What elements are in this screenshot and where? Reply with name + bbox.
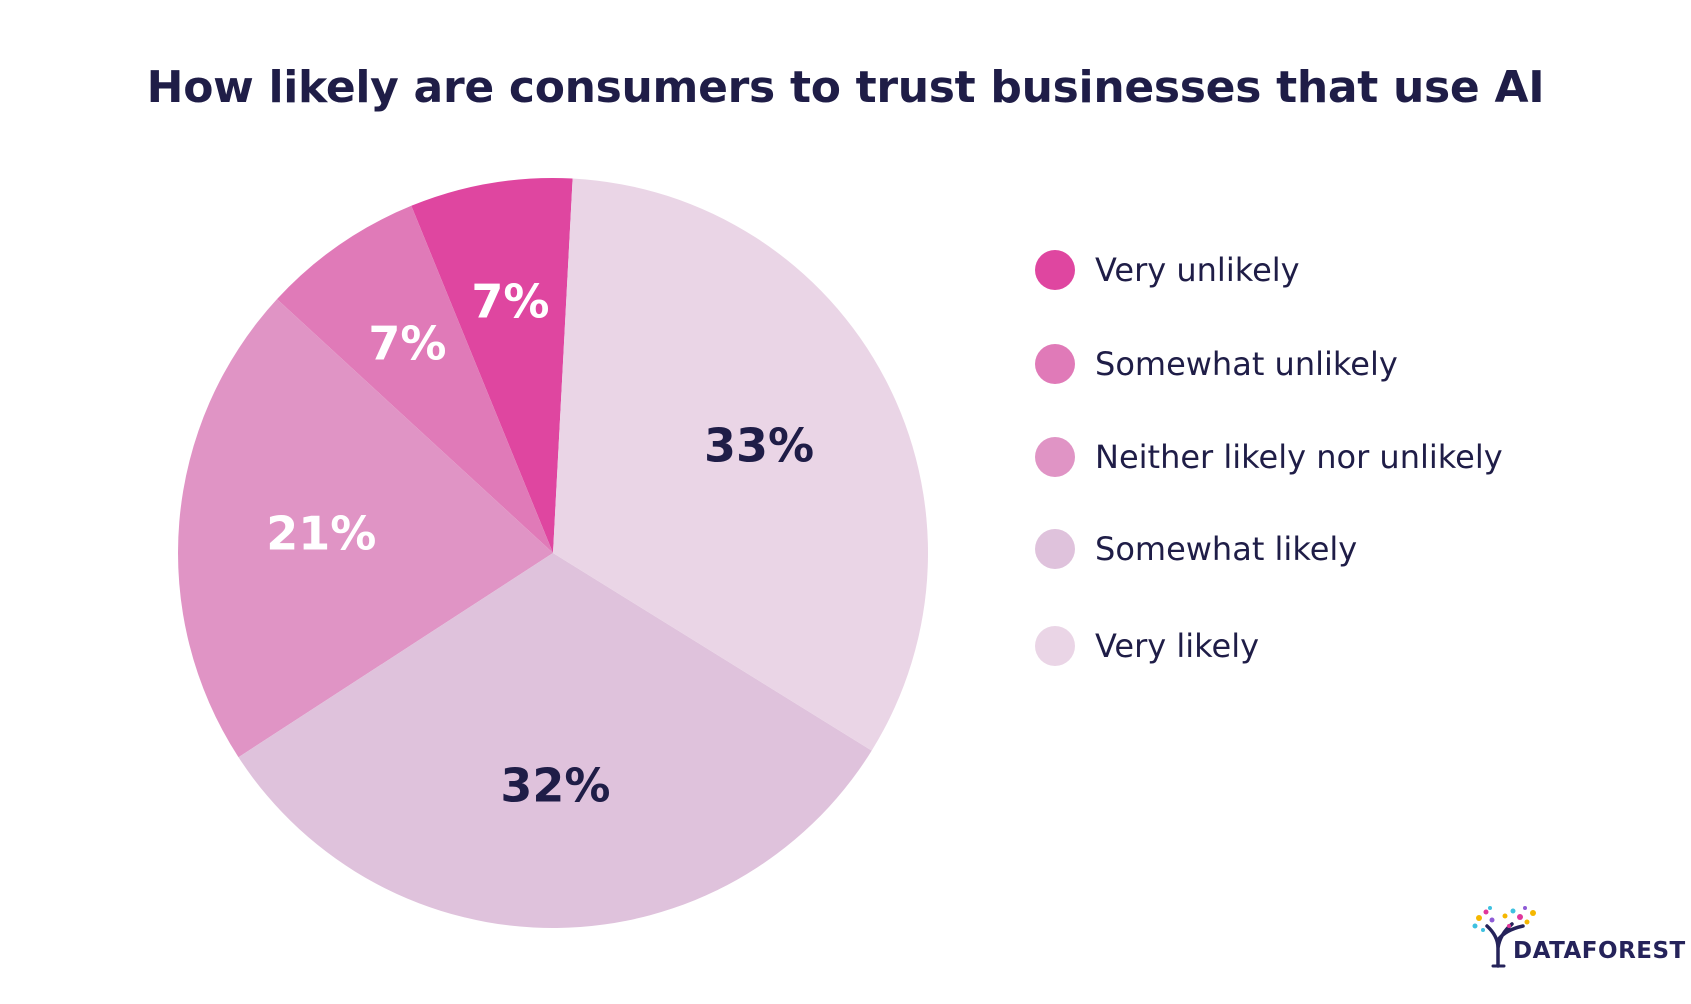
tree-logo-icon xyxy=(1472,906,1536,968)
legend-swatch xyxy=(1035,250,1075,290)
legend-label: Very unlikely xyxy=(1095,251,1300,289)
pie-slice-very-unlikely xyxy=(411,178,573,553)
legend-label: Somewhat likely xyxy=(1095,530,1358,568)
legend-item-very-likely: Very likely xyxy=(1035,626,1259,666)
legend-label: Somewhat unlikely xyxy=(1095,345,1398,383)
legend-item-neither: Neither likely nor unlikely xyxy=(1035,437,1503,477)
legend-item-very-unlikely: Very unlikely xyxy=(1035,250,1300,290)
dataforest-logo: DATAFOREST xyxy=(1465,900,1685,970)
logo-text: DATAFOREST xyxy=(1513,938,1686,964)
slice-label-somewhat-unlikely: 7% xyxy=(368,317,446,371)
chart-title: How likely are consumers to trust busine… xyxy=(146,62,1545,113)
slice-label-very-likely: 33% xyxy=(704,418,814,472)
pie-slice-somewhat-unlikely xyxy=(276,205,553,554)
legend-item-somewhat-unlikely: Somewhat unlikely xyxy=(1035,344,1398,384)
legend-item-somewhat-likely: Somewhat likely xyxy=(1035,529,1357,569)
legend-label: Neither likely nor unlikely xyxy=(1095,438,1503,476)
legend-swatch xyxy=(1035,344,1075,384)
slice-label-neither: 21% xyxy=(266,507,376,561)
slice-label-very-unlikely: 7% xyxy=(471,275,549,329)
legend-swatch xyxy=(1035,529,1075,569)
legend-swatch xyxy=(1035,626,1075,666)
legend-swatch xyxy=(1035,437,1075,477)
pie-slice-very-likely xyxy=(553,178,928,751)
legend-label: Very likely xyxy=(1095,627,1260,665)
pie-slice-somewhat-likely xyxy=(238,553,872,929)
slice-label-somewhat-likely: 32% xyxy=(500,758,610,812)
pie-slice-neither xyxy=(177,299,553,758)
